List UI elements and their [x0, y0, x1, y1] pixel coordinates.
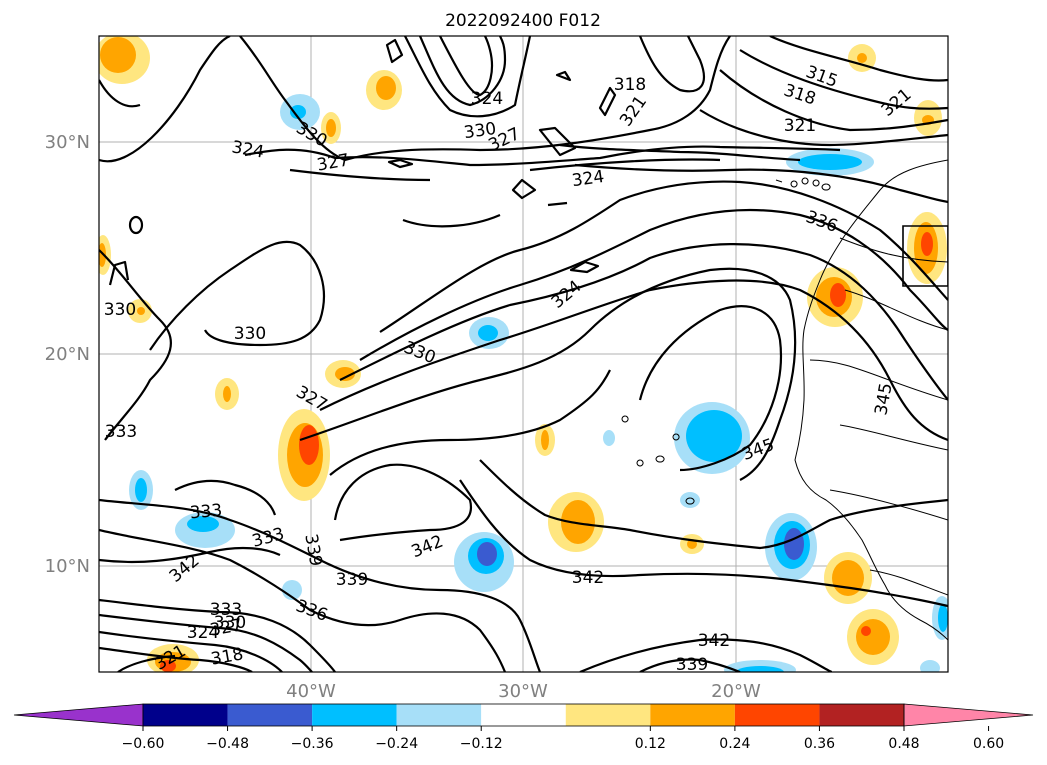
- negative-blob: [680, 492, 700, 508]
- contour-label: 330: [104, 300, 136, 320]
- lon-label-30w: 30°W: [498, 681, 548, 702]
- positive-blob: [99, 36, 150, 84]
- colorbar-tick-label: −0.60: [122, 736, 165, 752]
- positive-blob: [847, 609, 899, 665]
- lon-label-40w: 40°W: [286, 681, 336, 702]
- map-panel: 318 315 318 321 321 321 324 330 327 324 …: [98, 35, 949, 675]
- negative-blob: [920, 660, 940, 672]
- colorbar-segment: [819, 704, 904, 726]
- negative-blob: [129, 470, 153, 510]
- colorbar-segment: [565, 704, 651, 726]
- colorbar-tick-label: −0.24: [375, 736, 418, 752]
- colorbar-tick-label: 0.24: [719, 736, 750, 752]
- positive-blob: [680, 534, 704, 554]
- lat-label-30n: 30°N: [45, 132, 90, 153]
- contour-label: 330: [463, 119, 498, 143]
- negative-blob: [603, 430, 615, 446]
- negative-blob: [282, 580, 302, 600]
- contour-label: 324: [571, 167, 606, 191]
- colorbar-segment: [227, 704, 313, 726]
- lon-label-20w: 20°W: [711, 681, 761, 702]
- colorbar-segments: [13, 703, 1034, 727]
- coastlines: [621, 159, 948, 641]
- colorbar-segment: [734, 704, 820, 726]
- contour-label: 342: [572, 568, 604, 588]
- contour-label: 333: [210, 600, 242, 620]
- positive-blob: [278, 409, 330, 501]
- negative-blob: [724, 660, 796, 672]
- positive-blob: [535, 424, 555, 456]
- colorbar-tick-label: 0.36: [804, 736, 835, 752]
- colorbar-segment: [396, 704, 482, 726]
- colorbar-segment: [650, 704, 735, 726]
- latitude-labels: 30°N 20°N 10°N: [45, 132, 90, 577]
- colorbar-extend-high: [903, 703, 1034, 727]
- negative-blob: [454, 532, 514, 592]
- map-frame: [98, 35, 949, 673]
- negative-blob: [765, 513, 817, 581]
- colorbar-segment: [143, 704, 228, 726]
- contour-label: 330: [234, 324, 266, 344]
- contour-label: 333: [189, 501, 223, 524]
- contour-label: 330: [214, 613, 246, 633]
- positive-blob: [321, 112, 341, 144]
- contour-label: 324: [471, 89, 503, 109]
- colorbar-segment: [312, 704, 397, 726]
- contour-label: 321: [784, 116, 816, 136]
- colorbar-tick-label: −0.48: [206, 736, 249, 752]
- lat-label-20n: 20°N: [45, 344, 90, 365]
- colorbar-tick-label: 0.12: [635, 736, 666, 752]
- positive-blob: [325, 360, 361, 388]
- colorbar-tick-label: −0.12: [460, 736, 503, 752]
- longitude-labels: 40°W 30°W 20°W: [286, 681, 761, 702]
- contour-label: 318: [614, 75, 646, 95]
- contour-label: 324: [187, 623, 219, 643]
- figure-title: 2022092400 F012: [445, 11, 601, 31]
- contour-label: 342: [698, 631, 730, 651]
- colorbar-tick-label: 0.48: [888, 736, 919, 752]
- positive-blob: [907, 212, 947, 284]
- colorbar-tick-label: −0.36: [291, 736, 334, 752]
- positive-blob: [848, 44, 876, 72]
- colorbar-frame: [142, 703, 905, 727]
- colorbar-segment: [481, 704, 566, 726]
- contour-label: 339: [336, 570, 368, 590]
- negative-blob: [280, 94, 320, 130]
- negative-blob: [932, 596, 948, 640]
- contour-lines: [99, 36, 948, 672]
- colorbar-tick-label: 0.60: [973, 736, 1004, 752]
- negative-blob: [175, 512, 235, 548]
- positive-blob: [215, 378, 239, 410]
- lat-label-10n: 10°N: [45, 556, 90, 577]
- positive-blob: [366, 70, 402, 110]
- contour-label: 339: [676, 655, 708, 675]
- negative-blob: [786, 148, 874, 176]
- positive-blob: [807, 267, 863, 327]
- colorbar-extend-low: [13, 703, 144, 727]
- colorbar-ticks: −0.60 −0.48 −0.36 −0.24 −0.12 0.12 0.24 0.36 0.4…: [122, 726, 1004, 752]
- contour-label: 333: [105, 422, 137, 442]
- colorbar: −0.60 −0.48 −0.36 −0.24 −0.12 0.12 0.24 0.36 0.4…: [13, 703, 1034, 752]
- positive-blob: [914, 100, 942, 136]
- positive-blob: [824, 552, 872, 604]
